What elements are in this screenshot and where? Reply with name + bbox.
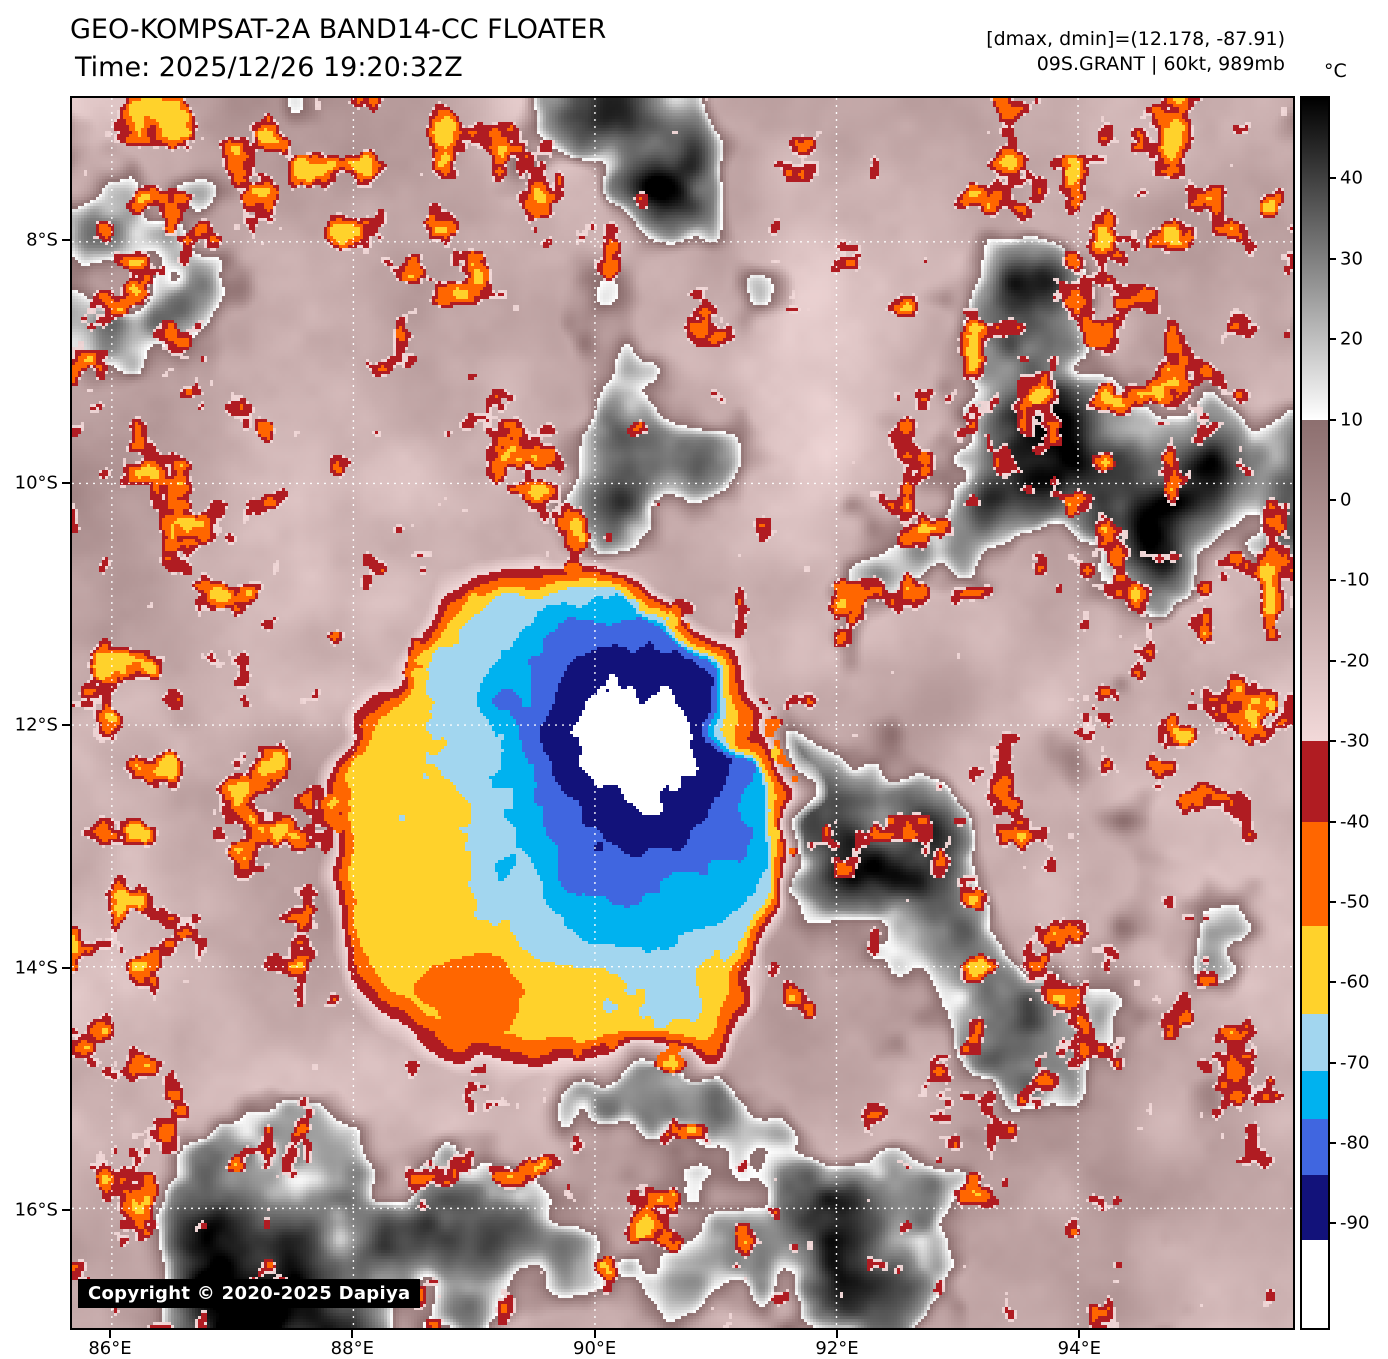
colorbar-tick xyxy=(1330,1142,1336,1145)
colorbar-tick xyxy=(1330,659,1336,662)
x-axis-tick xyxy=(108,1330,111,1338)
colorbar-tick-label: 40 xyxy=(1340,167,1363,189)
y-axis-tick xyxy=(62,239,70,242)
colorbar-tick xyxy=(1330,418,1336,421)
colorbar-tick xyxy=(1330,498,1336,501)
colorbar-tick xyxy=(1330,1222,1336,1225)
colorbar-segment xyxy=(1302,1070,1328,1119)
colorbar-segment xyxy=(1302,821,1328,927)
data-range-label: [dmax, dmin]=(12.178, -87.91) xyxy=(986,28,1285,50)
satellite-image-canvas xyxy=(72,98,1293,1328)
colorbar-segment xyxy=(1302,926,1328,1015)
colorbar-tick xyxy=(1330,740,1336,743)
colorbar-tick-label: 10 xyxy=(1340,409,1363,431)
y-axis-label: 12°S xyxy=(14,714,58,736)
y-axis-label: 8°S xyxy=(26,229,58,251)
colorbar-tick-label: -30 xyxy=(1340,730,1370,752)
x-axis-label: 90°E xyxy=(573,1338,617,1359)
colorbar-tick-label: 20 xyxy=(1340,328,1363,350)
colorbar-segment xyxy=(1302,1118,1328,1176)
colorbar-tick xyxy=(1330,177,1336,180)
colorbar-segment xyxy=(1302,1239,1328,1328)
colorbar-segment xyxy=(1302,98,1328,420)
colorbar-tick-label: -60 xyxy=(1340,971,1370,993)
x-axis-label: 88°E xyxy=(330,1338,374,1359)
colorbar xyxy=(1300,96,1330,1330)
colorbar-tick-label: -40 xyxy=(1340,811,1370,833)
x-axis-label: 94°E xyxy=(1057,1338,1101,1359)
colorbar-segment xyxy=(1302,1014,1328,1071)
colorbar-segment xyxy=(1302,1175,1328,1240)
colorbar-tick xyxy=(1330,981,1336,984)
colorbar-tick xyxy=(1330,257,1336,260)
colorbar-tick-label: 30 xyxy=(1340,248,1363,270)
colorbar-tick-label: 0 xyxy=(1340,489,1352,511)
colorbar-unit-label: °C xyxy=(1324,60,1347,82)
colorbar-tick xyxy=(1330,338,1336,341)
colorbar-tick-label: -90 xyxy=(1340,1212,1370,1234)
colorbar-tick-label: -20 xyxy=(1340,650,1370,672)
copyright-badge: Copyright © 2020-2025 Dapiya xyxy=(78,1279,421,1308)
x-axis-label: 92°E xyxy=(815,1338,859,1359)
x-axis-label: 86°E xyxy=(88,1338,132,1359)
y-axis-label: 10°S xyxy=(14,472,58,494)
colorbar-tick-label: -50 xyxy=(1340,891,1370,913)
colorbar-segment xyxy=(1302,419,1328,742)
colorbar-tick xyxy=(1330,579,1336,582)
colorbar-tick xyxy=(1330,820,1336,823)
x-axis-tick xyxy=(593,1330,596,1338)
colorbar-tick-label: -80 xyxy=(1340,1132,1370,1154)
product-title: GEO-KOMPSAT-2A BAND14-CC FLOATER xyxy=(70,14,607,45)
colorbar-tick-label: -70 xyxy=(1340,1052,1370,1074)
y-axis-tick xyxy=(62,1208,70,1211)
colorbar-tick-label: -10 xyxy=(1340,569,1370,591)
map-plot-area: Copyright © 2020-2025 Dapiya xyxy=(70,96,1295,1330)
y-axis-label: 14°S xyxy=(14,957,58,979)
x-axis-tick xyxy=(1078,1330,1081,1338)
colorbar-segment xyxy=(1302,741,1328,822)
colorbar-tick xyxy=(1330,900,1336,903)
colorbar-tick xyxy=(1330,1061,1336,1064)
x-axis-tick xyxy=(351,1330,354,1338)
y-axis-tick xyxy=(62,724,70,727)
y-axis-label: 16°S xyxy=(14,1199,58,1221)
y-axis-tick xyxy=(62,481,70,484)
timestamp-label: Time: 2025/12/26 19:20:32Z xyxy=(75,52,463,83)
storm-info-label: 09S.GRANT | 60kt, 989mb xyxy=(1036,53,1285,75)
x-axis-tick xyxy=(835,1330,838,1338)
y-axis-tick xyxy=(62,966,70,969)
